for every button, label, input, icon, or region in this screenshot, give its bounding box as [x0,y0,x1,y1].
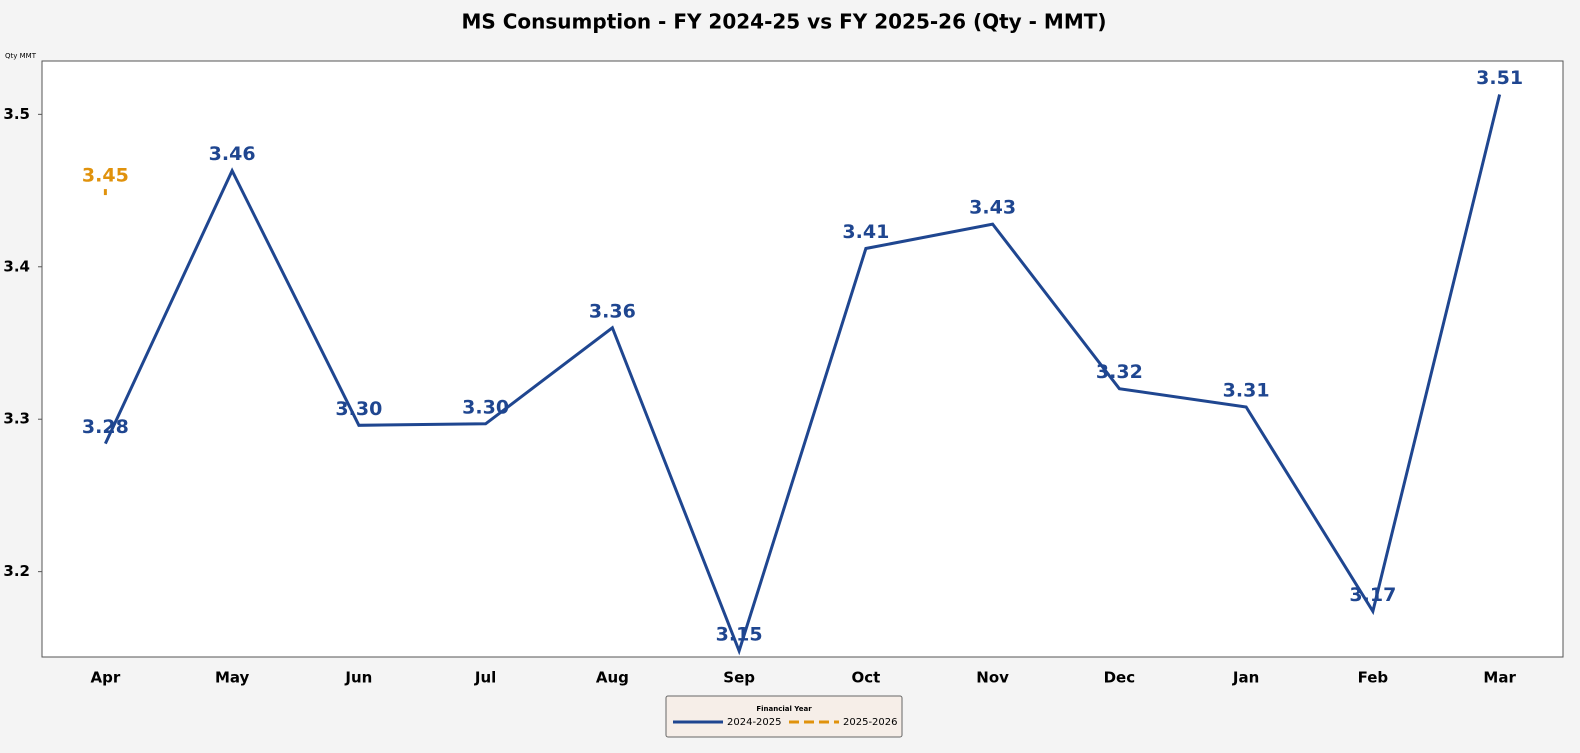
legend-title: Financial Year [756,705,812,713]
data-label: 3.51 [1476,67,1523,89]
data-label: 3.31 [1223,380,1270,402]
x-tick-label: Mar [1483,669,1516,687]
data-label: 3.36 [589,300,636,322]
data-label: 3.43 [969,197,1016,219]
data-label: 3.45 [82,165,129,187]
legend-box [665,695,903,738]
data-label: 3.41 [842,221,889,243]
x-tick-label: Sep [723,669,755,687]
y-tick-label: 3.3 [3,410,30,428]
x-tick-label: Jul [474,669,496,687]
series-line [104,94,1502,656]
data-label: 3.15 [716,623,763,645]
x-tick-label: Apr [91,669,121,687]
x-tick-label: Jun [344,669,372,687]
x-tick-label: Jan [1232,669,1259,687]
data-label: 3.17 [1349,584,1396,606]
y-tick-label: 3.5 [3,105,30,123]
y-axis-label: Qty MMT [5,52,37,60]
y-tick-label: 3.2 [3,562,30,580]
legend-label: 2024-2025 [727,717,782,728]
data-label: 3.46 [209,143,256,165]
x-tick-label: Dec [1104,669,1136,687]
data-label: 3.30 [462,396,509,418]
x-tick-label: Aug [596,669,629,687]
data-label: 3.30 [335,398,382,420]
x-tick-label: Nov [976,669,1009,687]
y-tick-label: 3.4 [3,257,30,275]
x-tick-label: May [215,669,250,687]
data-label: 3.28 [82,416,129,438]
chart-title: MS Consumption - FY 2024-25 vs FY 2025-2… [461,10,1106,34]
x-tick-label: Feb [1358,669,1389,687]
plot-area [41,60,1564,658]
data-label: 3.32 [1096,361,1143,383]
legend-label: 2025-2026 [843,717,898,728]
x-tick-label: Oct [851,669,880,687]
